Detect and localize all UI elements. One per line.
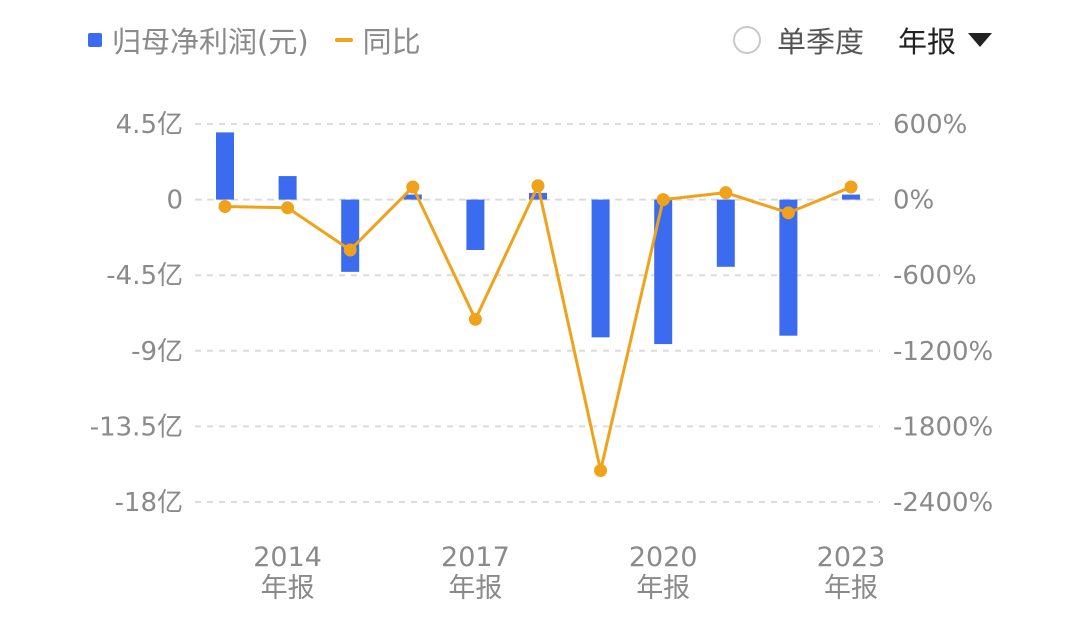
yoy-point[interactable] <box>531 179 545 193</box>
legend-label-yoy: 同比 <box>362 25 421 59</box>
x-tick-period: 年报 <box>261 573 315 604</box>
yoy-point[interactable] <box>719 186 733 200</box>
right-tick-label: -1800% <box>893 412 993 442</box>
right-tick-label: -1200% <box>893 337 993 367</box>
bar-swatch-icon <box>88 33 102 47</box>
yoy-point[interactable] <box>343 243 357 257</box>
profit-bar[interactable] <box>529 192 547 200</box>
left-tick-label: -9亿 <box>131 337 183 367</box>
yoy-point[interactable] <box>844 180 858 194</box>
x-tick-year: 2014 <box>253 542 322 573</box>
yoy-point[interactable] <box>656 193 670 207</box>
yoy-line <box>224 184 852 472</box>
bar-series <box>216 132 860 345</box>
yoy-point[interactable] <box>781 206 795 220</box>
x-tick-period: 年报 <box>824 573 878 604</box>
profit-bar[interactable] <box>216 132 234 200</box>
yoy-point[interactable] <box>218 200 232 214</box>
legend-item-net-profit[interactable]: 归母净利润(元) <box>88 19 309 61</box>
yoy-point[interactable] <box>406 180 420 194</box>
x-tick-period: 年报 <box>448 573 502 604</box>
profit-bar[interactable] <box>716 199 735 267</box>
chart-legend: 归母净利润(元) 同比 <box>88 18 421 62</box>
profit-bar[interactable] <box>842 194 860 200</box>
legend-item-yoy[interactable]: 同比 <box>334 19 421 61</box>
right-tick-label: -2400% <box>893 488 993 518</box>
line-swatch-icon <box>334 38 353 42</box>
left-tick-label: -18亿 <box>115 488 183 518</box>
right-axis-ticks: 600% 0% -600% -1200% -1800% -2400% <box>893 110 993 518</box>
yoy-point[interactable] <box>594 464 608 477</box>
period-dropdown[interactable]: 年报 <box>898 19 992 61</box>
profit-bar[interactable] <box>591 199 610 338</box>
profit-bar[interactable] <box>403 194 422 200</box>
profit-bar[interactable] <box>779 199 798 336</box>
left-tick-label: 0 <box>166 186 183 216</box>
profit-bar[interactable] <box>654 199 673 345</box>
yoy-point[interactable] <box>468 312 482 326</box>
left-axis-ticks: 4.5亿 0 -4.5亿 -9亿 -13.5亿 -18亿 <box>90 110 183 518</box>
quarterly-label[interactable]: 单季度 <box>776 25 864 59</box>
profit-bar[interactable] <box>466 199 485 250</box>
left-tick-label: -13.5亿 <box>90 412 183 442</box>
profit-bar[interactable] <box>278 176 297 200</box>
period-controls: 单季度 年报 <box>732 18 992 62</box>
x-tick-year: 2017 <box>441 542 510 573</box>
period-dropdown-label: 年报 <box>897 25 956 59</box>
x-tick-period: 年报 <box>636 573 690 604</box>
line-series <box>218 179 858 477</box>
right-tick-label: 0% <box>893 186 934 216</box>
left-tick-label: 4.5亿 <box>116 110 183 140</box>
caret-down-icon <box>968 33 992 47</box>
right-tick-label: -600% <box>893 261 977 291</box>
right-tick-label: 600% <box>893 110 967 140</box>
profit-bar[interactable] <box>341 199 360 272</box>
yoy-point[interactable] <box>281 201 295 215</box>
quarterly-radio[interactable] <box>732 26 761 54</box>
legend-label-net-profit: 归母净利润(元) <box>112 25 309 59</box>
left-tick-label: -4.5亿 <box>106 261 183 291</box>
x-tick-year: 2020 <box>629 542 698 573</box>
x-tick-year: 2023 <box>817 542 886 573</box>
